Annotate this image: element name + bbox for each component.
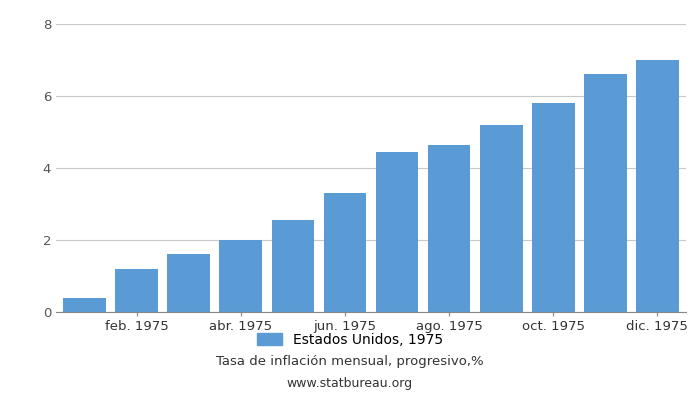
Bar xyxy=(323,193,366,312)
Bar xyxy=(480,125,522,312)
Bar xyxy=(428,144,470,312)
Bar xyxy=(116,269,158,312)
Bar xyxy=(636,60,679,312)
Bar xyxy=(376,152,419,312)
Bar xyxy=(584,74,626,312)
Bar xyxy=(532,103,575,312)
Text: Tasa de inflación mensual, progresivo,%: Tasa de inflación mensual, progresivo,% xyxy=(216,356,484,368)
Bar xyxy=(272,220,314,312)
Text: www.statbureau.org: www.statbureau.org xyxy=(287,378,413,390)
Bar xyxy=(63,298,106,312)
Bar xyxy=(167,254,210,312)
Legend: Estados Unidos, 1975: Estados Unidos, 1975 xyxy=(257,333,443,347)
Bar xyxy=(220,240,262,312)
